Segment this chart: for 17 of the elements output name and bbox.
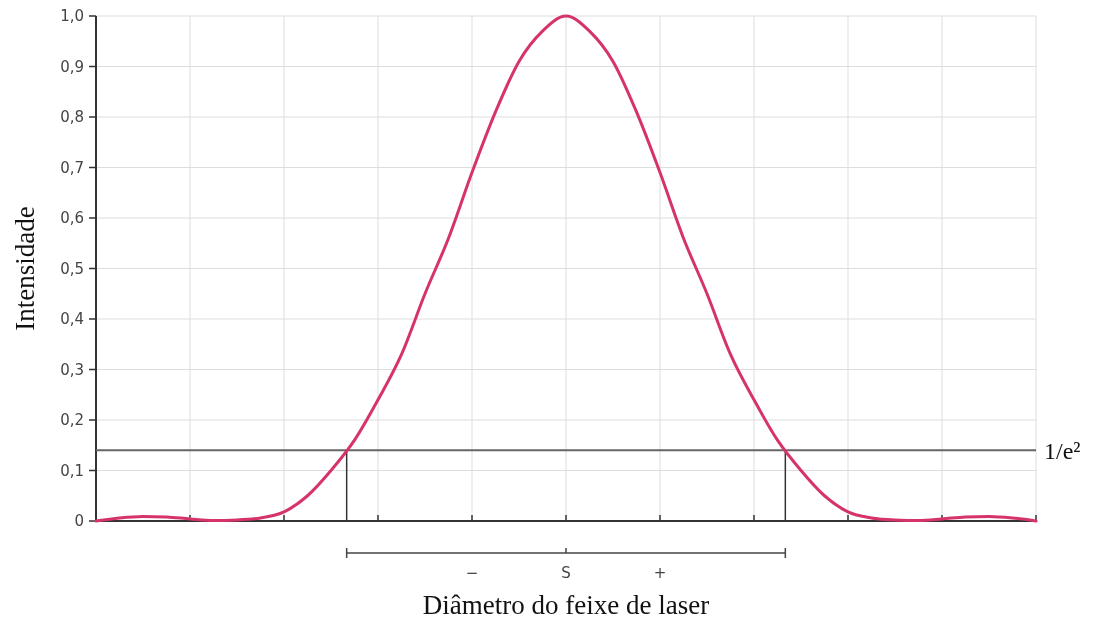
x-tick-label: +	[653, 564, 667, 582]
x-tick-label: S	[561, 564, 571, 582]
y-tick-label: 0,7	[60, 158, 84, 177]
x-axis-title: Diâmetro do feixe de laser	[422, 590, 710, 620]
y-tick-label: 0,4	[60, 310, 84, 329]
y-axis-title: Intensidade	[10, 206, 40, 331]
y-tick-label: 0,2	[60, 411, 84, 430]
x-tick-label: −	[465, 564, 479, 582]
y-tick-label: 1,0	[60, 7, 84, 26]
y-tick-label: 0,6	[60, 209, 84, 228]
y-tick-label: 0,3	[60, 360, 84, 379]
y-tick-label: 0	[74, 512, 84, 531]
ref-line-label: 1/e²	[1044, 437, 1081, 464]
y-tick-label: 0,1	[60, 461, 84, 480]
y-tick-label: 0,9	[60, 57, 84, 76]
y-tick-label: 0,5	[60, 259, 84, 278]
y-tick-label: 0,8	[60, 108, 84, 127]
